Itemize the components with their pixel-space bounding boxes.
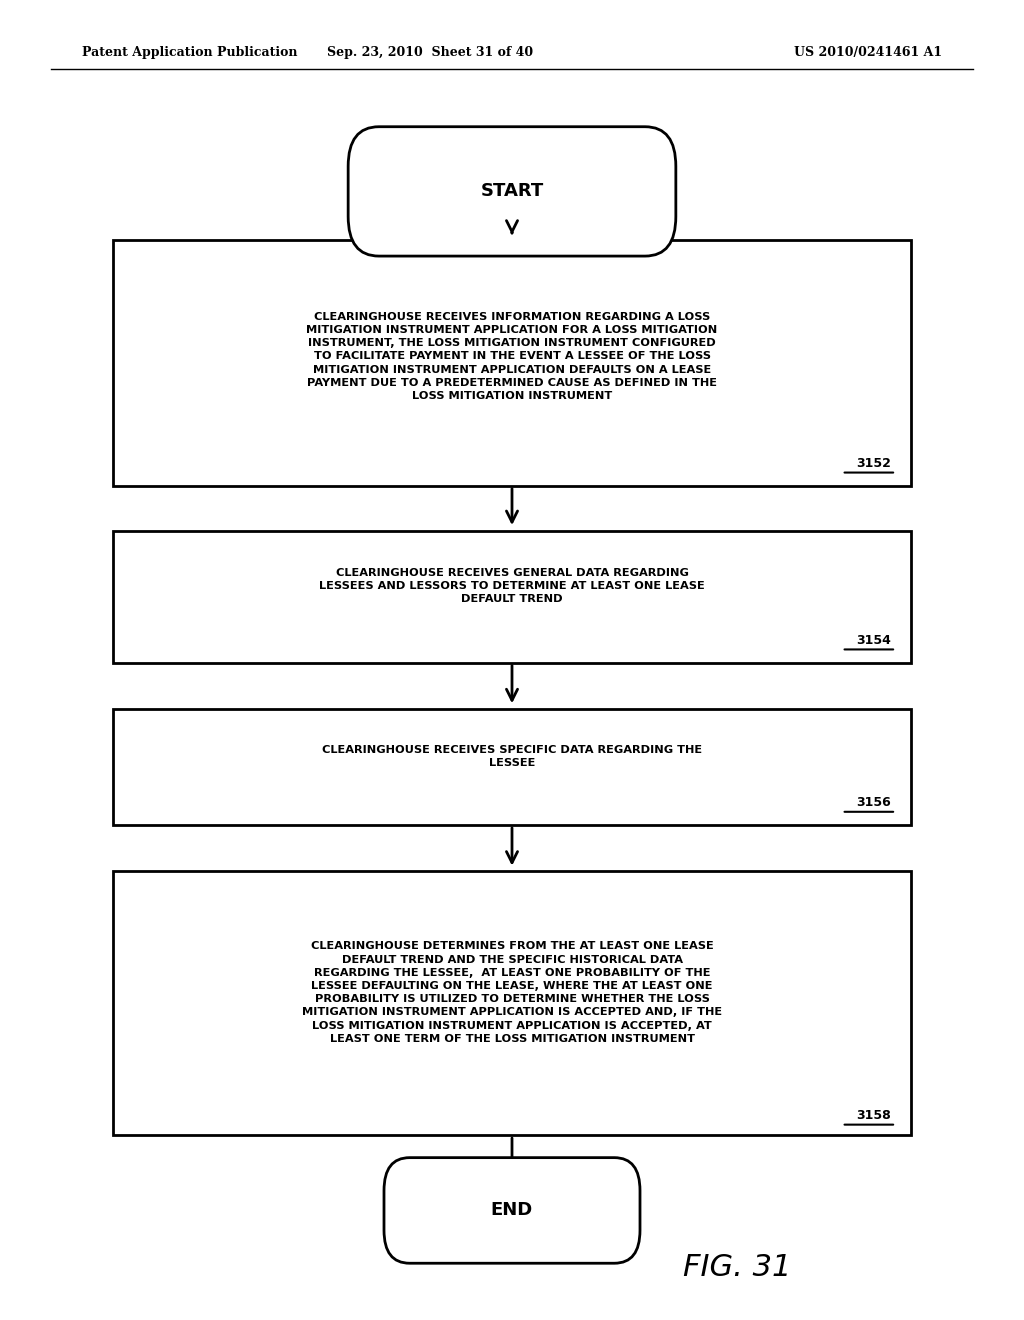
Text: START: START <box>480 182 544 201</box>
Text: Sep. 23, 2010  Sheet 31 of 40: Sep. 23, 2010 Sheet 31 of 40 <box>327 46 534 59</box>
Text: CLEARINGHOUSE RECEIVES INFORMATION REGARDING A LOSS
MITIGATION INSTRUMENT APPLIC: CLEARINGHOUSE RECEIVES INFORMATION REGAR… <box>306 312 718 401</box>
Text: FIG. 31: FIG. 31 <box>683 1253 792 1282</box>
Bar <box>113 709 911 825</box>
Bar <box>113 531 911 663</box>
FancyBboxPatch shape <box>384 1158 640 1263</box>
Bar <box>113 240 911 486</box>
Text: 3152: 3152 <box>856 457 891 470</box>
Text: END: END <box>490 1201 534 1220</box>
Text: Patent Application Publication: Patent Application Publication <box>82 46 297 59</box>
FancyBboxPatch shape <box>348 127 676 256</box>
Text: 3158: 3158 <box>856 1109 891 1122</box>
Bar <box>113 871 911 1135</box>
Text: CLEARINGHOUSE DETERMINES FROM THE AT LEAST ONE LEASE
DEFAULT TREND AND THE SPECI: CLEARINGHOUSE DETERMINES FROM THE AT LEA… <box>302 941 722 1044</box>
Text: US 2010/0241461 A1: US 2010/0241461 A1 <box>794 46 942 59</box>
Text: CLEARINGHOUSE RECEIVES SPECIFIC DATA REGARDING THE
LESSEE: CLEARINGHOUSE RECEIVES SPECIFIC DATA REG… <box>322 744 702 768</box>
Text: CLEARINGHOUSE RECEIVES GENERAL DATA REGARDING
LESSEES AND LESSORS TO DETERMINE A: CLEARINGHOUSE RECEIVES GENERAL DATA REGA… <box>319 568 705 605</box>
Text: 3156: 3156 <box>856 796 891 809</box>
Text: 3154: 3154 <box>856 634 891 647</box>
